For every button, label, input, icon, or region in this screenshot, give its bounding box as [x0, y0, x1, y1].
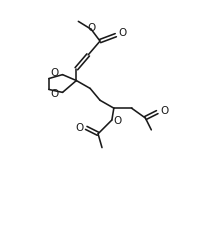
Text: O: O [160, 106, 169, 116]
Text: O: O [119, 28, 127, 38]
Text: O: O [87, 23, 95, 33]
Text: O: O [75, 123, 83, 133]
Text: O: O [50, 68, 59, 78]
Text: O: O [114, 116, 122, 126]
Text: O: O [50, 89, 59, 99]
